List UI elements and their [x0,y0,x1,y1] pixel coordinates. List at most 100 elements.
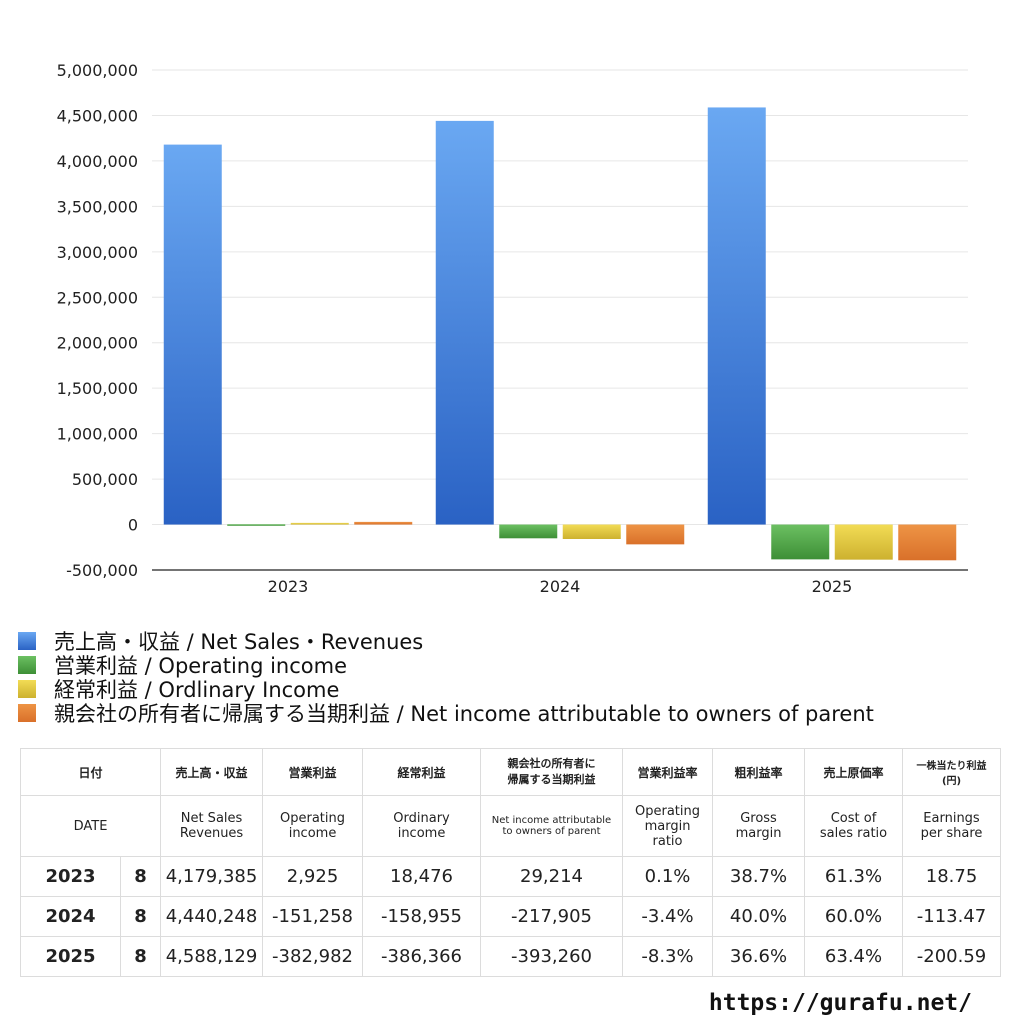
table-header-en: DATE Net Sales Revenues Operating income O… [19,795,1002,857]
header-operating-en-line1: Operating [280,811,346,826]
legend-label-ordinary: 経常利益 / Ordlinary Income [54,678,340,702]
legend: 売上高・収益 / Net Sales・Revenues 営業利益 / Opera… [18,629,874,726]
cell-ordinary: 18,476 [362,856,482,897]
cell-operating: -382,982 [262,936,364,977]
cell-sales: 4,440,248 [160,896,264,937]
header-op-margin-jp: 営業利益率 [622,748,714,796]
y-tick-label: 500,000 [72,470,138,489]
cell-sales: 4,179,385 [160,856,264,897]
header-date-jp: 日付 [19,748,162,796]
header-eps-en: Earnings per share [902,795,1002,857]
bar [227,524,286,526]
legend-swatch-net-income [18,704,36,722]
header-eps-jp-line1: 一株当たり利益 [916,761,987,772]
header-cost-ratio-en-line1: Cost of [830,811,877,826]
bar [707,107,766,525]
cell-net-income: -217,905 [480,896,624,937]
y-tick-label: 3,000,000 [57,243,138,262]
header-eps-jp-line2: (円) [941,776,962,787]
header-op-margin-en-line1: Operating [635,803,701,819]
cell-eps: -113.47 [902,896,1002,937]
table-header-jp: 日付 売上高・収益 営業利益 経常利益 親会社の所有者に 帰属する当期利益 営業利… [19,748,1002,796]
y-tick-label: 4,000,000 [57,152,138,171]
bar [435,120,494,525]
site-url: https://gurafu.net/ [708,990,972,1016]
bar [354,521,413,525]
legend-swatch-ordinary [18,680,36,698]
bar [898,524,957,561]
bars [163,107,957,561]
y-tick-label: 0 [128,516,138,535]
y-tick-label: 1,000,000 [57,425,138,444]
y-tick-label: 3,500,000 [57,197,138,216]
cell-op-margin: -8.3% [622,936,714,977]
cell-op-margin: -3.4% [622,896,714,937]
bar [562,524,621,539]
legend-item-sales: 売上高・収益 / Net Sales・Revenues [18,629,874,654]
bar [499,524,558,539]
cell-ordinary: -386,366 [362,936,482,977]
legend-item-net-income: 親会社の所有者に帰属する当期利益 / Net income attributab… [18,701,874,726]
header-gross-margin-en: Gross margin [712,795,806,857]
cell-month: 8 [119,896,162,937]
bar [290,522,349,525]
cell-year: 2025 [20,936,121,977]
y-axis-ticks: 5,000,000 4,500,000 4,000,000 3,500,000 3,00… [57,61,138,580]
cell-sales: 4,588,129 [160,936,264,977]
bar [163,144,222,525]
header-operating-jp: 営業利益 [262,748,364,796]
cell-month: 8 [119,936,162,977]
header-ordinary-en-line2: income [397,826,446,841]
header-net-income-en-line1: Net income attributable [491,815,612,826]
table-row: 2024 8 4,440,248 -151,258 -158,955 -217,… [20,896,1002,937]
x-tick-label: 2023 [268,577,309,596]
header-cost-ratio-en-line2: sales ratio [819,826,888,841]
x-tick-label: 2025 [812,577,853,596]
table-row: 2023 8 4,179,385 2,925 18,476 29,214 0.1… [20,856,1002,897]
y-tick-label: 2,500,000 [57,288,138,307]
header-ordinary-en: Ordinary income [362,795,482,857]
header-net-income-jp-line1: 親会社の所有者に [507,757,596,770]
cell-op-margin: 0.1% [622,856,714,897]
cell-month: 8 [119,856,162,897]
financial-table: 日付 売上高・収益 営業利益 経常利益 親会社の所有者に 帰属する当期利益 営業利… [19,748,1002,977]
header-net-income-en-line2: to owners of parent [502,826,601,837]
bar [834,524,893,560]
header-eps-en-line2: per share [920,826,983,841]
legend-swatch-sales [18,632,36,650]
header-op-margin-en-line3: ratio [652,833,683,849]
y-tick-label: 1,500,000 [57,379,138,398]
header-gross-margin-en-line2: margin [735,826,782,841]
header-sales-jp: 売上高・収益 [160,748,264,796]
header-ordinary-jp: 経常利益 [362,748,482,796]
legend-item-ordinary: 経常利益 / Ordlinary Income [18,677,874,702]
header-sales-en: Net Sales Revenues [160,795,264,857]
cell-net-income: 29,214 [480,856,624,897]
header-sales-en-line2: Revenues [179,826,244,841]
header-ordinary-en-line1: Ordinary [393,811,450,826]
cell-cost-ratio: 63.4% [804,936,904,977]
cell-gross-margin: 36.6% [712,936,806,977]
y-tick-label: -500,000 [66,561,138,580]
cell-ordinary: -158,955 [362,896,482,937]
header-gross-margin-en-line1: Gross [740,811,777,826]
x-axis-ticks: 2023 2024 2025 [268,577,853,596]
y-tick-label: 2,000,000 [57,334,138,353]
header-op-margin-en-line2: margin [644,818,691,834]
bar-chart: 5,000,000 4,500,000 4,000,000 3,500,000 3,00… [57,61,968,596]
header-cost-ratio-jp: 売上原価率 [804,748,904,796]
legend-label-sales: 売上高・収益 / Net Sales・Revenues [54,630,424,654]
cell-operating: -151,258 [262,896,364,937]
cell-eps: 18.75 [902,856,1002,897]
legend-item-operating: 営業利益 / Operating income [18,653,874,678]
gridlines [152,69,968,526]
cell-year: 2024 [20,896,121,937]
cell-operating: 2,925 [262,856,364,897]
table-row: 2025 8 4,588,129 -382,982 -386,366 -393,… [20,936,1002,977]
bar [626,524,685,545]
cell-cost-ratio: 61.3% [804,856,904,897]
header-net-income-jp: 親会社の所有者に 帰属する当期利益 [480,748,624,796]
y-tick-label: 4,500,000 [57,106,138,125]
header-eps-jp: 一株当たり利益 (円) [902,748,1002,796]
header-net-income-en: Net income attributable to owners of pare… [480,795,624,857]
